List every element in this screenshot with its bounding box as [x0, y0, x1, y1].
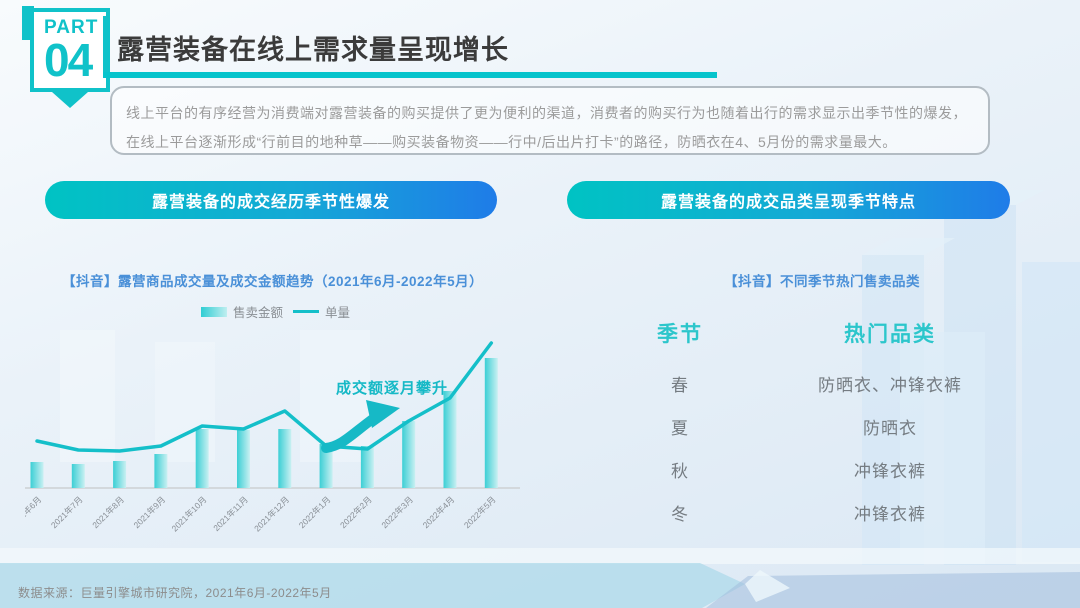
- svg-text:2021年11月: 2021年11月: [211, 494, 250, 533]
- legend-label-line: 单量: [325, 306, 351, 320]
- header-season: 季节: [657, 323, 703, 346]
- part-number: 04: [44, 34, 93, 86]
- table-header-row: 季节 热门品类: [610, 318, 1030, 362]
- table-row: 冬 冲锋衣裤: [610, 491, 1030, 534]
- svg-text:2021年9月: 2021年9月: [132, 494, 168, 530]
- seasonal-category-button[interactable]: 露营装备的成交品类呈现季节特点: [567, 181, 1010, 219]
- growth-arrow-icon: [318, 396, 418, 463]
- legend-item-line: 单量: [293, 302, 350, 321]
- season-table: 季节 热门品类 春 防晒衣、冲锋衣裤 夏 防晒衣 秋 冲锋衣裤 冬 冲锋衣裤: [610, 318, 1030, 534]
- chart-canvas: 2021年6月 2021年7月 2021年8月 2021年9月 2021年10月 2021…: [8, 341, 520, 533]
- badge-pointer-icon: [52, 92, 88, 108]
- category-cell: 防晒衣、冲锋衣裤: [818, 376, 962, 395]
- data-source-note: 数据来源：巨量引擎城市研究院，2021年6月-2022年5月: [18, 586, 332, 600]
- legend-item-bar: 售卖金额: [200, 302, 283, 321]
- seasonal-burst-button[interactable]: 露营装备的成交经历季节性爆发: [45, 181, 497, 219]
- combo-chart: 2021年6月 2021年7月 2021年8月 2021年9月 2021年10月 2021…: [8, 330, 525, 565]
- svg-text:2022年5月: 2022年5月: [462, 494, 498, 530]
- svg-text:2021年7月: 2021年7月: [49, 494, 85, 530]
- season-cell: 冬: [671, 505, 689, 524]
- page-title: 露营装备在线上需求量呈现增长: [117, 35, 509, 65]
- chart-title: 【抖音】露营商品成交量及成交金额趋势（2021年6月-2022年5月）: [62, 274, 484, 289]
- part-label: PART: [44, 17, 99, 38]
- season-cell: 夏: [671, 419, 689, 438]
- chart-legend: 售卖金额 单量: [28, 302, 523, 321]
- bar-swatch-icon: [200, 306, 227, 317]
- svg-text:2022年3月: 2022年3月: [379, 494, 415, 530]
- table-row: 春 防晒衣、冲锋衣裤: [610, 362, 1030, 405]
- svg-text:2021年12月: 2021年12月: [252, 494, 291, 533]
- svg-text:2022年2月: 2022年2月: [338, 494, 374, 530]
- table-row: 秋 冲锋衣裤: [610, 448, 1030, 491]
- title-accent-line: [103, 16, 107, 78]
- line-swatch-icon: [293, 310, 319, 313]
- svg-text:2021年10月: 2021年10月: [169, 494, 208, 533]
- part-badge: PART 04: [30, 8, 110, 92]
- svg-text:2021年8月: 2021年8月: [90, 494, 126, 530]
- intro-text-box: 线上平台的有序经营为消费端对露营装备的购买提供了更为便利的渠道，消费者的购买行为…: [110, 86, 990, 155]
- season-cell: 春: [671, 376, 689, 395]
- season-cell: 秋: [671, 462, 689, 481]
- category-cell: 冲锋衣裤: [854, 462, 926, 481]
- svg-text:2022年4月: 2022年4月: [421, 494, 457, 530]
- svg-text:2022年1月: 2022年1月: [297, 494, 333, 530]
- svg-text:2021年6月: 2021年6月: [25, 494, 43, 530]
- intro-text: 线上平台的有序经营为消费端对露营装备的购买提供了更为便利的渠道，消费者的购买行为…: [126, 105, 967, 150]
- chart-annotation: 成交额逐月攀升: [336, 380, 449, 397]
- legend-label-bar: 售卖金额: [232, 306, 283, 320]
- category-cell: 防晒衣: [863, 419, 917, 438]
- title-underline: [103, 72, 717, 78]
- header-category: 热门品类: [844, 323, 936, 346]
- category-cell: 冲锋衣裤: [854, 505, 926, 524]
- table-title: 【抖音】不同季节热门售卖品类: [724, 274, 920, 289]
- table-row: 夏 防晒衣: [610, 405, 1030, 448]
